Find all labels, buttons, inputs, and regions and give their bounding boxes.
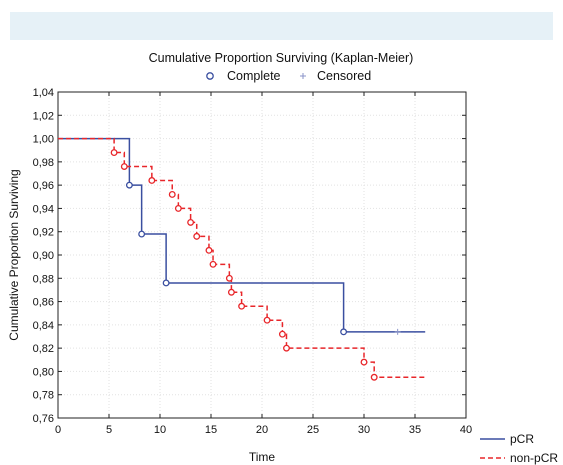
complete-point [125,181,133,189]
y-tick-labels: 0,76 0,78 0,80 0,82 0,84 0,86 0,88 0,90 0,92 0,94… [33,87,54,425]
complete-point [238,302,246,310]
complete-point [193,232,201,240]
y-tick-label: 0,78 [33,390,54,402]
complete-point [187,218,195,226]
x-tick-label: 35 [409,424,421,436]
x-tick-label: 0 [55,424,61,436]
y-tick-label: 0,82 [33,343,54,355]
legend-censored-label: Censored [317,69,371,83]
complete-point [278,330,286,338]
complete-point [227,288,235,296]
complete-point [283,344,290,352]
x-tick-labels: 0 5 10 15 20 25 30 35 40 [55,424,472,436]
complete-point [162,279,170,287]
complete-point [360,358,368,366]
x-tick-label: 40 [460,424,472,436]
y-tick-label: 0,84 [33,320,54,332]
y-tick-label: 1,00 [33,134,54,146]
complete-point [340,328,348,336]
y-tick-label: 0,86 [33,297,54,309]
complete-point [174,204,182,212]
x-tick-label: 10 [154,424,166,436]
legend-complete-label: Complete [227,69,281,83]
legend-censored-icon [300,73,306,79]
marker-legend: Complete Censored [206,69,371,83]
x-tick-label: 5 [106,424,112,436]
complete-point [138,230,146,238]
legend-complete-icon [206,72,214,80]
y-tick-label: 0,76 [33,413,54,425]
x-tick-label: 30 [358,424,370,436]
top-band [10,12,553,40]
grid [57,91,467,419]
y-tick-label: 0,80 [33,366,54,378]
y-tick-label: 0,92 [33,227,54,239]
y-tick-label: 0,88 [33,273,54,285]
complete-point [120,163,128,170]
complete-point [110,149,118,156]
series-non-pcr [58,137,426,381]
complete-point [370,373,378,381]
y-axis-title: Cumulative Proportion Surviving [7,169,21,340]
series-line [58,137,426,378]
complete-point [148,177,156,184]
y-tick-label: 1,02 [33,110,54,122]
series-line [58,137,426,333]
complete-point [168,191,176,198]
censored-point [394,328,401,335]
series-pcr [58,137,426,336]
complete-point [225,274,233,282]
legend-nonpcr-label: non-pCR [510,451,558,465]
y-tick-label: 0,94 [33,203,54,215]
legend-pcr-label: pCR [510,432,534,446]
complete-point [209,260,217,268]
complete-point [205,246,213,254]
complete-point [263,316,271,324]
x-tick-label: 20 [256,424,268,436]
y-tick-label: 0,96 [33,180,54,192]
x-tick-label: 15 [205,424,217,436]
y-tick-label: 0,98 [33,157,54,169]
x-tick-label: 25 [307,424,319,436]
chart-title: Cumulative Proportion Surviving (Kaplan-… [149,51,414,65]
y-tick-label: 0,90 [33,250,54,262]
y-tick-label: 1,04 [33,87,54,99]
series-group [58,137,426,381]
series-legend: pCR non-pCR [480,432,558,465]
x-axis-title: Time [249,450,276,464]
